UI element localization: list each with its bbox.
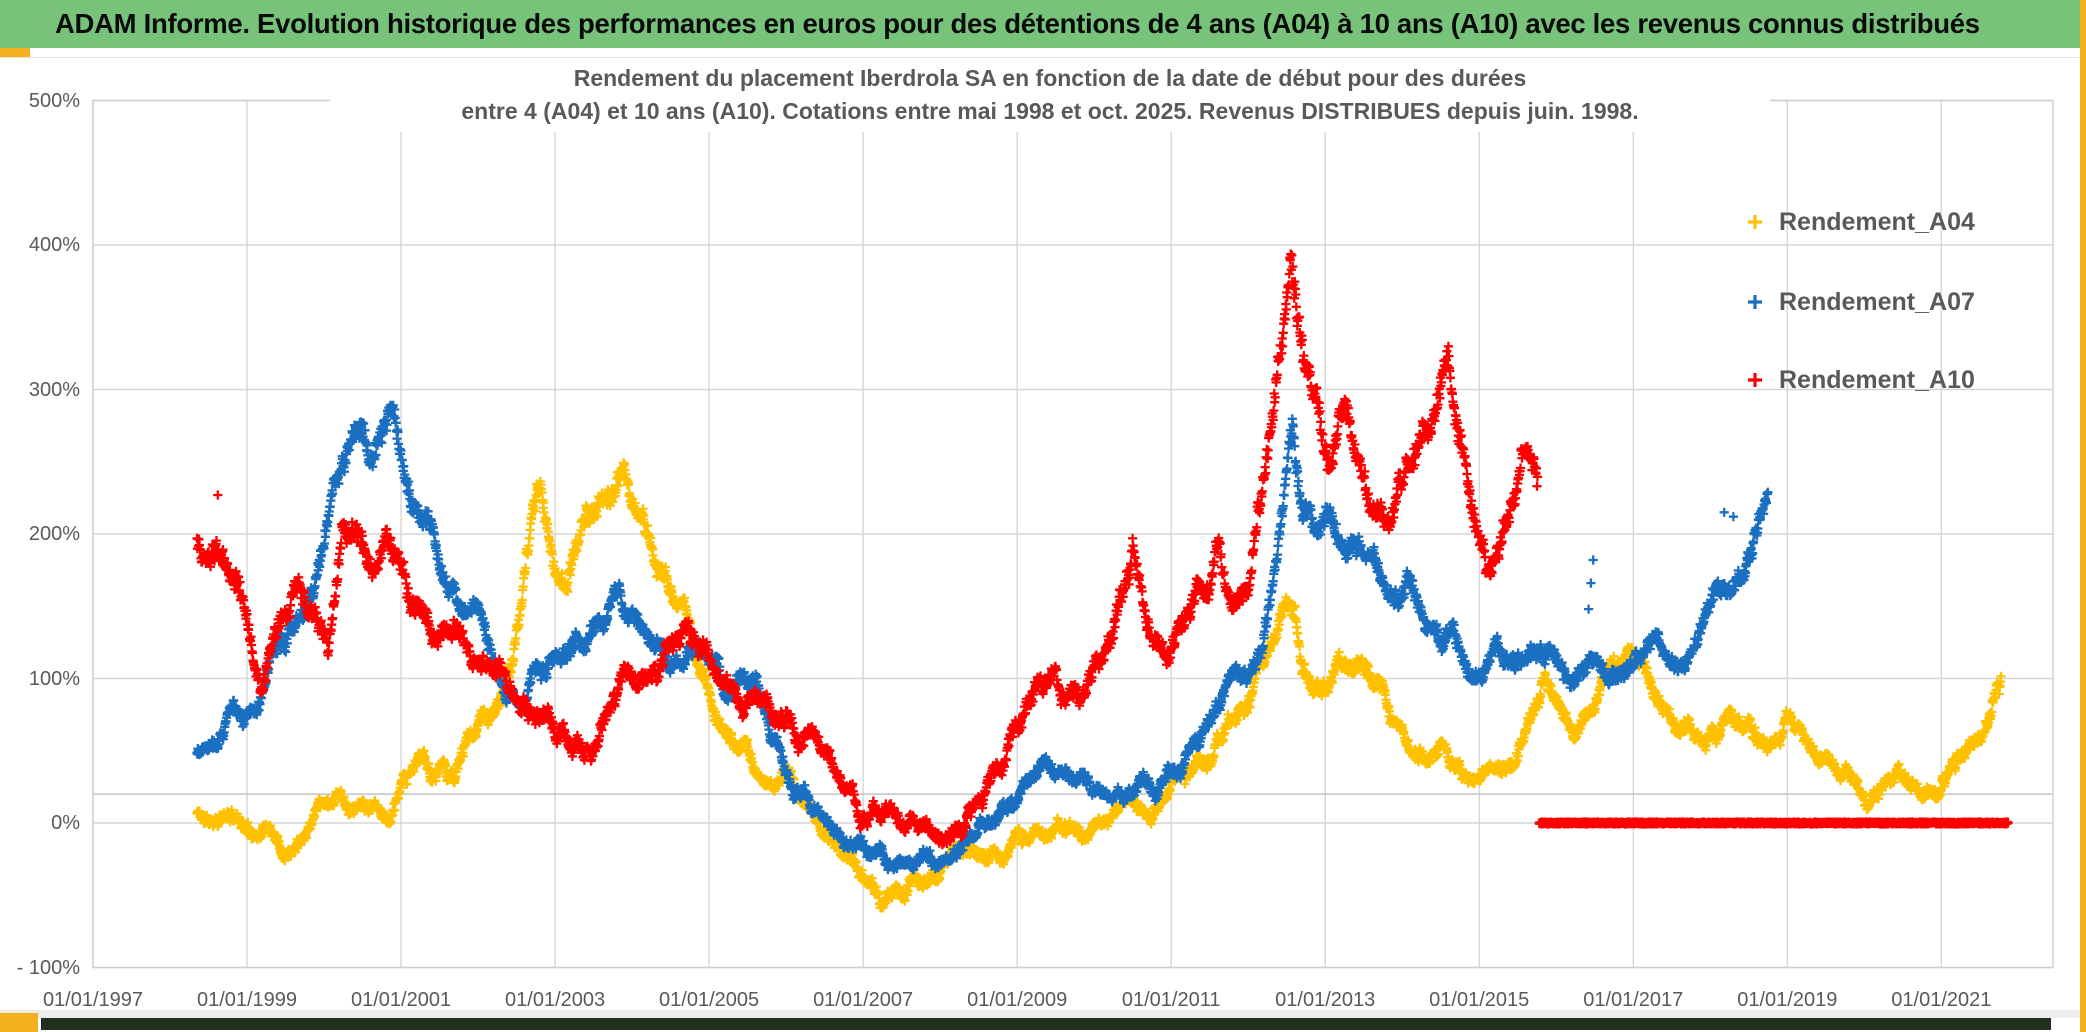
legend-label: Rendement_A04 xyxy=(1779,207,1975,236)
window-title: ADAM Informe. Evolution historique des p… xyxy=(55,8,1980,39)
y-tick-label: 100% xyxy=(28,667,80,690)
legend-item-rendement-a10[interactable]: Rendement_A10 xyxy=(1745,362,1975,398)
chart-title-line2: entre 4 (A04) et 10 ans (A10). Cotations… xyxy=(461,98,1639,124)
top-divider-line xyxy=(0,57,2080,58)
series-points-rendement_a10 xyxy=(192,249,2013,850)
x-tick-label: 01/01/2009 xyxy=(967,989,1068,1011)
legend-label: Rendement_A10 xyxy=(1779,365,1975,394)
x-tick-label: 01/01/2017 xyxy=(1583,989,1684,1011)
chart-title: Rendement du placement Iberdrola SA en f… xyxy=(330,60,1770,132)
x-tick-label: 01/01/2021 xyxy=(1891,989,1992,1011)
y-tick-label: 200% xyxy=(28,523,80,545)
y-tick-label: - 100% xyxy=(16,956,80,979)
x-tick-label: 01/01/2003 xyxy=(505,989,606,1011)
bottom-gray-strip xyxy=(0,1010,2086,1018)
y-tick-label: 0% xyxy=(51,812,80,834)
x-tick-label: 01/01/2005 xyxy=(659,989,760,1011)
x-tick-label: 01/01/1997 xyxy=(42,989,144,1011)
x-tick-label: 01/01/2011 xyxy=(1121,989,1221,1011)
legend-label: Rendement_A07 xyxy=(1779,287,1975,316)
amber-tab-accent xyxy=(0,48,30,57)
x-tick-label: 01/01/2013 xyxy=(1275,989,1376,1011)
amber-corner-block xyxy=(0,1013,38,1032)
x-tick-label: 01/01/2019 xyxy=(1737,989,1838,1011)
amber-right-border xyxy=(2080,0,2086,1032)
plus-marker-icon xyxy=(1748,215,1762,229)
x-tick-label: 01/01/1999 xyxy=(196,989,298,1011)
plus-marker-icon xyxy=(1748,373,1762,387)
bottom-dark-bar xyxy=(41,1018,2051,1030)
legend-item-rendement-a07[interactable]: Rendement_A07 xyxy=(1745,284,1975,320)
y-tick-label: 500% xyxy=(28,89,80,112)
y-tick-label: 300% xyxy=(28,378,80,401)
x-tick-label: 01/01/2015 xyxy=(1429,989,1530,1011)
series-points-rendement_a04 xyxy=(192,458,2006,913)
y-tick-label: 400% xyxy=(28,234,80,256)
chart-title-line1: Rendement du placement Iberdrola SA en f… xyxy=(573,65,1527,91)
x-tick-label: 01/01/2007 xyxy=(813,989,914,1011)
x-tick-label: 01/01/2001 xyxy=(350,989,452,1011)
plus-marker-icon xyxy=(1748,295,1762,309)
window-titlebar: ADAM Informe. Evolution historique des p… xyxy=(0,0,2080,48)
legend-item-rendement-a04[interactable]: Rendement_A04 xyxy=(1745,204,1975,240)
